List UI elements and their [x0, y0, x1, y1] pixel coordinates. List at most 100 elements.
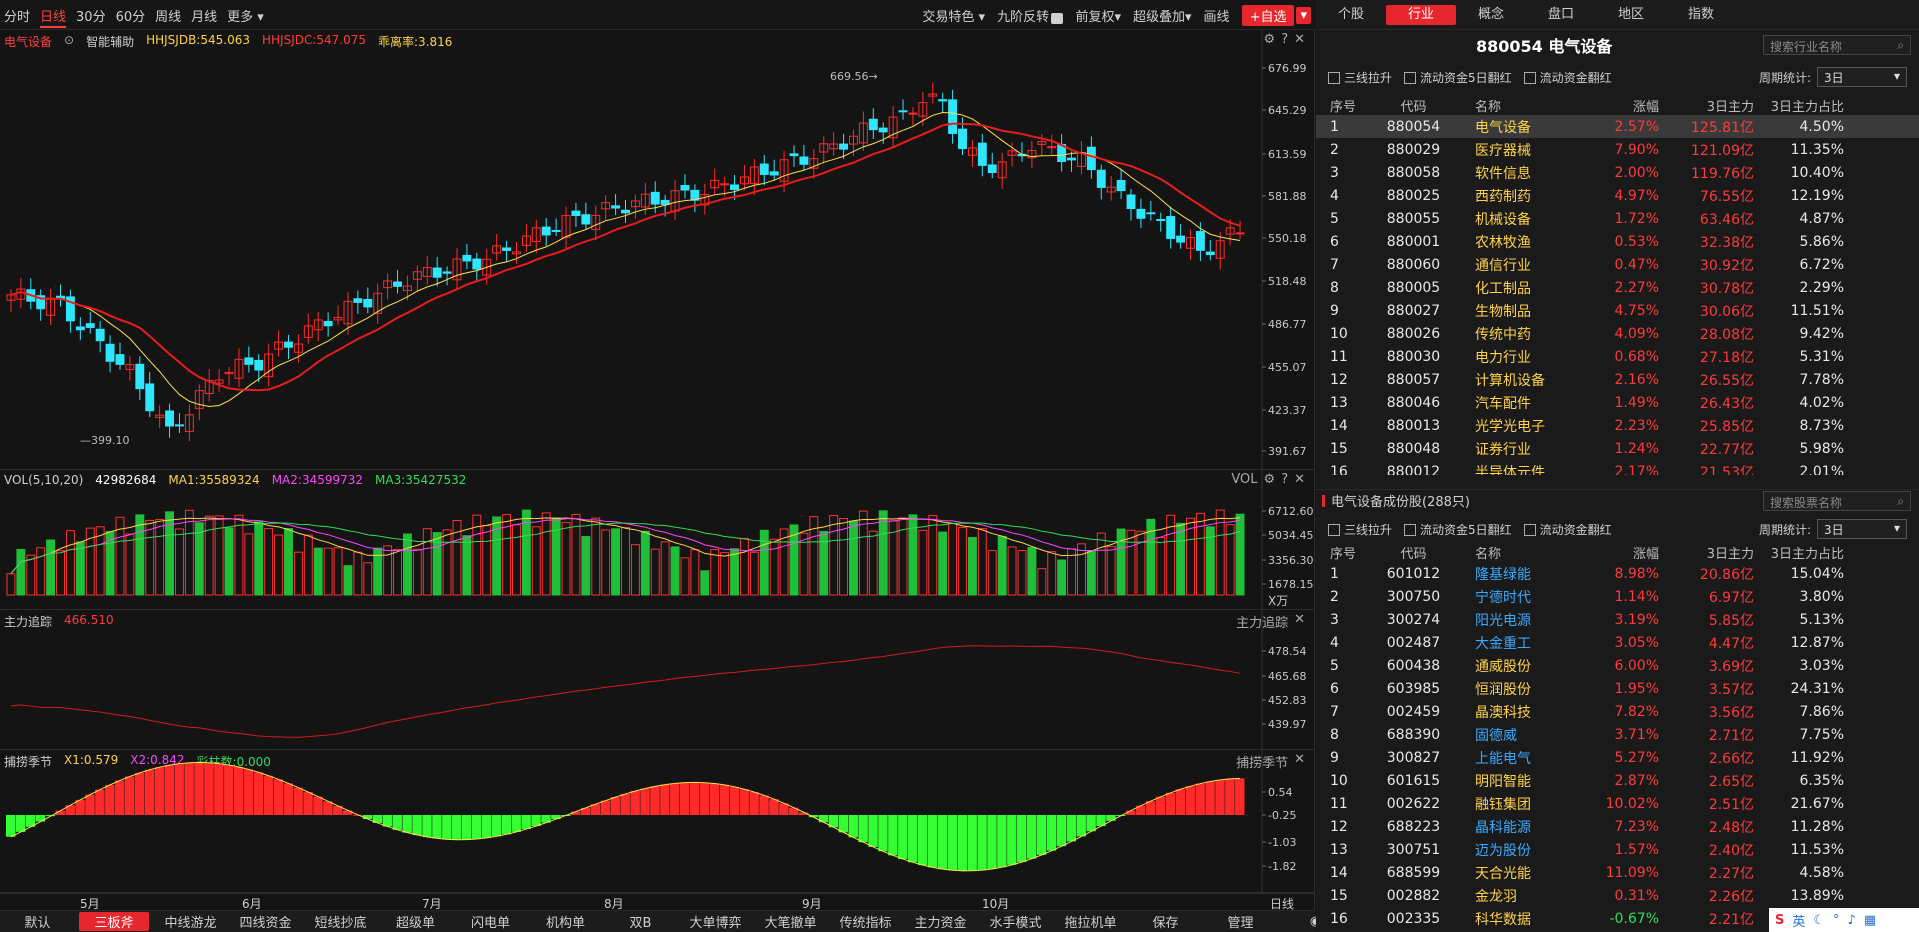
search-icon[interactable]: ⌕	[1897, 38, 1904, 52]
indicator-tab[interactable]: 机构单	[545, 916, 585, 931]
table-row[interactable]: 4 002487 大金重工 3.05% 4.47亿 12.87%	[1316, 631, 1919, 654]
table-row[interactable]: 12 880057 计算机设备 2.16% 26.55亿 7.78%	[1316, 368, 1919, 391]
indicator-tab[interactable]: 超级单	[395, 916, 435, 931]
table-row[interactable]: 10 880026 传统中药 4.09% 28.08亿 9.42%	[1316, 322, 1919, 345]
table-row[interactable]: 3 880058 软件信息 2.00% 119.76亿 10.40%	[1316, 161, 1919, 184]
indicator-tab[interactable]: 水手模式	[989, 916, 1042, 931]
period-tab[interactable]: 周线	[155, 10, 182, 25]
draw-line-button[interactable]: 画线	[1203, 10, 1230, 25]
table-row[interactable]: 6 880001 农林牧渔 0.53% 32.38亿 5.86%	[1316, 230, 1919, 253]
period-select[interactable]: 3日 ▾	[1817, 67, 1907, 87]
table-row[interactable]: 9 300827 上能电气 5.27% 2.66亿 11.92%	[1316, 746, 1919, 769]
indicator-tab[interactable]: 中线游龙	[164, 916, 217, 931]
filter-5day[interactable]: 流动资金5日翻红	[1392, 521, 1512, 538]
indicator-tab[interactable]: 闪电单	[470, 916, 510, 931]
table-row[interactable]: 10 601615 明阳智能 2.87% 2.65亿 6.35%	[1316, 769, 1919, 792]
table-row[interactable]: 11 880030 电力行业 0.68% 27.18亿 5.31%	[1316, 345, 1919, 368]
filter-flow[interactable]: 流动资金翻红	[1512, 521, 1612, 538]
right-tab[interactable]: 行业	[1386, 5, 1456, 25]
chart-canvas[interactable]: 676.99 645.29 613.59 581.88 550.18 518.48 486.…	[0, 0, 1315, 893]
close-icon[interactable]: ✕	[1294, 752, 1305, 767]
table-row[interactable]: 7 880060 通信行业 0.47% 30.92亿 6.72%	[1316, 253, 1919, 276]
chart-area[interactable]: 分时 日线 30分 60分 周线 月线 更多 ▾ 交易特色 ▾ 九阶反转 9 前复权▾ 超级叠…	[0, 0, 1321, 932]
table-row[interactable]: 13 300751 迈为股份 1.57% 2.40亿 11.53%	[1316, 838, 1919, 861]
table-row[interactable]: 7 002459 晶澳科技 7.82% 3.56亿 7.86%	[1316, 700, 1919, 723]
period-tab[interactable]: 更多 ▾	[227, 10, 264, 25]
table-row[interactable]: 15 002882 金龙羽 0.31% 2.26亿 13.89%	[1316, 884, 1919, 907]
menu-icon[interactable]: ◉	[1278, 914, 1353, 929]
trade-feature-menu[interactable]: 交易特色 ▾	[922, 10, 986, 25]
table-row[interactable]: 5 600438 通威股份 6.00% 3.69亿 3.03%	[1316, 654, 1919, 677]
table-row[interactable]: 1 601012 隆基绿能 8.98% 20.86亿 15.04%	[1316, 562, 1919, 585]
table-row[interactable]: 2 300750 宁德时代 1.14% 6.97亿 3.80%	[1316, 585, 1919, 608]
indicator-tab[interactable]: 三板斧	[79, 912, 149, 931]
table-row[interactable]: 2 880029 医疗器械 7.90% 121.09亿 11.35%	[1316, 138, 1919, 161]
right-tab[interactable]: 个股	[1337, 7, 1364, 22]
stock-search-input[interactable]: 搜索股票名称 ⌕	[1763, 491, 1911, 511]
indicator-tab[interactable]: 大单博弈	[689, 916, 742, 931]
table-row[interactable]: 6 603985 恒润股份 1.95% 3.57亿 24.31%	[1316, 677, 1919, 700]
period-tab[interactable]: 60分	[115, 10, 146, 25]
adjust-menu[interactable]: 前复权▾	[1075, 10, 1121, 25]
period-select[interactable]: 3日 ▾	[1817, 519, 1907, 539]
dot-icon[interactable]: °	[1833, 912, 1840, 928]
table-row[interactable]: 11 002622 融钰集团 10.02% 2.51亿 21.67%	[1316, 792, 1919, 815]
ime-tray[interactable]: S 英 ☾ ° ♪ ▦	[1769, 908, 1919, 932]
close-icon[interactable]: ✕	[1294, 612, 1305, 627]
table-row[interactable]: 1 880054 电气设备 2.57% 125.81亿 4.50%	[1316, 115, 1919, 138]
table-row[interactable]: 8 688390 固德威 3.71% 2.71亿 7.75%	[1316, 723, 1919, 746]
close-icon[interactable]: ✕	[1294, 32, 1305, 47]
close-icon[interactable]: ✕	[1294, 472, 1305, 487]
table-row[interactable]: 9 880027 生物制品 4.75% 30.06亿 11.51%	[1316, 299, 1919, 322]
table-row[interactable]: 14 688599 天合光能 11.09% 2.27亿 4.58%	[1316, 861, 1919, 884]
indicator-tab[interactable]: 四线资金	[239, 916, 292, 931]
indicator-tab[interactable]: 传统指标	[839, 916, 892, 931]
help-icon[interactable]: ?	[1281, 32, 1289, 47]
nine-reverse-button[interactable]: 九阶反转 9	[997, 6, 1064, 25]
filter-5day[interactable]: 流动资金5日翻红	[1392, 69, 1512, 86]
table-row[interactable]: 12 688223 晶科能源 7.23% 2.48亿 11.28%	[1316, 815, 1919, 838]
search-icon[interactable]: ⌕	[1897, 494, 1904, 508]
period-tab[interactable]: 分时	[4, 10, 31, 25]
dropdown-icon[interactable]: ⊙	[64, 33, 75, 47]
table-row[interactable]: 16 880012 半导体元件 2.17% 21.53亿 2.01%	[1316, 460, 1919, 476]
right-tab[interactable]: 盘口	[1547, 7, 1574, 22]
indicator-tab[interactable]: 大笔撤单	[764, 916, 817, 931]
filter-flow[interactable]: 流动资金翻红	[1512, 69, 1612, 86]
right-tab[interactable]: 指数	[1687, 7, 1714, 22]
smart-assist[interactable]: 智能辅助	[86, 35, 135, 49]
period-tab[interactable]: 日线	[40, 6, 67, 28]
settings-icon[interactable]: ⚙	[1263, 472, 1276, 487]
indicator-tab[interactable]: 拖拉机单	[1064, 916, 1117, 931]
period-tab[interactable]: 月线	[191, 10, 218, 25]
help-icon[interactable]: ?	[1281, 472, 1289, 487]
main-force-panel[interactable]: 主力追踪 466.510 主力追踪 ✕	[0, 610, 1315, 750]
security-name[interactable]: 电气设备	[4, 35, 53, 49]
moon-icon[interactable]: ☾	[1813, 912, 1826, 928]
indicator-tab[interactable]: 主力资金	[914, 916, 967, 931]
right-tab[interactable]: 概念	[1477, 7, 1504, 22]
mic-icon[interactable]: ♪	[1847, 912, 1856, 928]
watchlist-dropdown-icon[interactable]: ▾	[1296, 7, 1311, 24]
table-row[interactable]: 8 880005 化工制品 2.27% 30.78亿 2.29%	[1316, 276, 1919, 299]
price-panel[interactable]: 电气设备 ⊙ 智能辅助 HHJSJDB:545.063 HHJSJDC:547.…	[0, 30, 1315, 470]
indicator-tab[interactable]: 管理	[1227, 916, 1254, 931]
period-label[interactable]: 日线	[1270, 897, 1295, 911]
keyboard-icon[interactable]: ▦	[1863, 912, 1877, 928]
indicator-tab[interactable]: 默认	[24, 916, 51, 931]
table-row[interactable]: 16 002335 科华数据 -0.67% 2.21亿	[1316, 907, 1919, 930]
settings-icon[interactable]: ⚙	[1263, 32, 1276, 47]
table-row[interactable]: 14 880013 光学光电子 2.23% 25.85亿 8.73%	[1316, 414, 1919, 437]
table-row[interactable]: 4 880025 西药制药 4.97% 76.55亿 12.19%	[1316, 184, 1919, 207]
overlay-menu[interactable]: 超级叠加▾	[1133, 10, 1192, 25]
table-row[interactable]: 3 300274 阳光电源 3.19% 5.85亿 5.13%	[1316, 608, 1919, 631]
filter-three-line[interactable]: 三线拉升	[1316, 521, 1392, 538]
industry-search-input[interactable]: 搜索行业名称 ⌕	[1763, 35, 1911, 55]
table-row[interactable]: 5 880055 机械设备 1.72% 63.46亿 4.87%	[1316, 207, 1919, 230]
filter-three-line[interactable]: 三线拉升	[1316, 69, 1392, 86]
ime-lang[interactable]: 英	[1792, 914, 1806, 930]
volume-panel[interactable]: VOL(5,10,20) 42982684 MA1:35589324 MA2:3…	[0, 470, 1315, 610]
period-tab[interactable]: 30分	[76, 10, 106, 25]
indicator-tab[interactable]: 保存	[1152, 916, 1179, 931]
table-row[interactable]: 15 880048 证券行业 1.24% 22.77亿 5.98%	[1316, 437, 1919, 460]
